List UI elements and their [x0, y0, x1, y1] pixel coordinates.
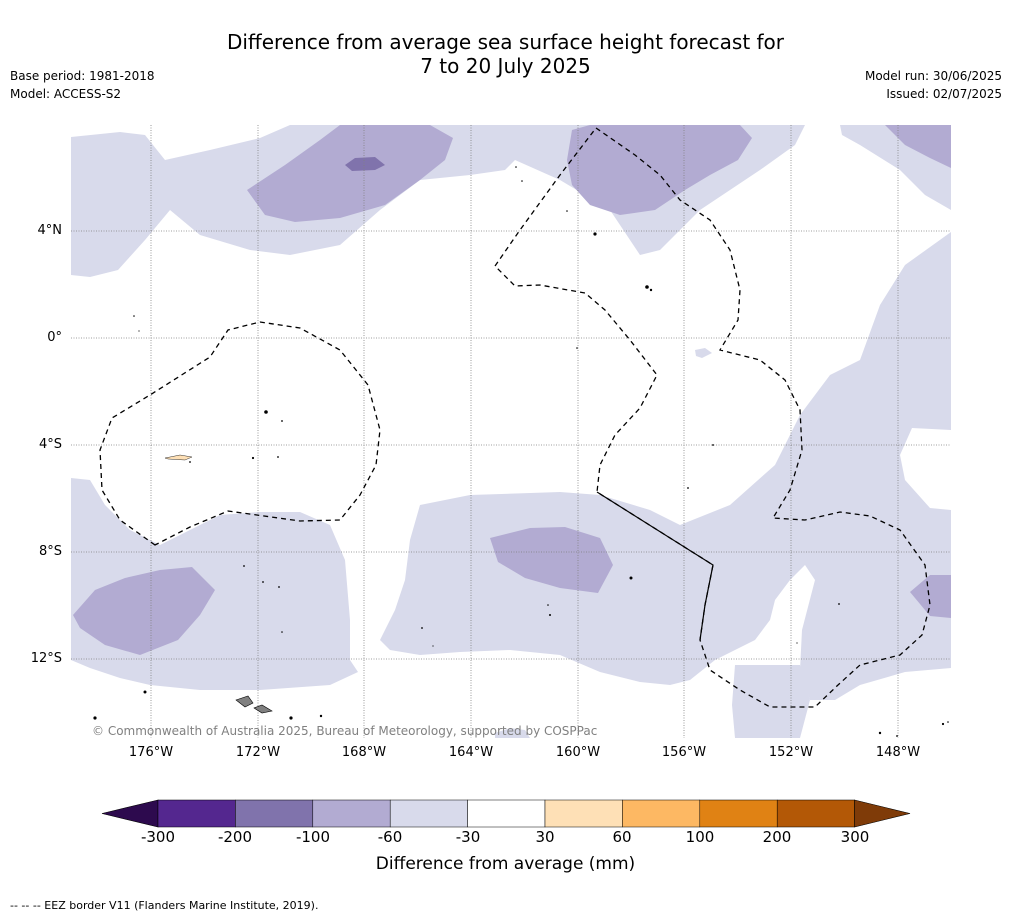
lon-label-164w: 164°W	[448, 745, 494, 760]
anomaly-core-north	[567, 125, 752, 215]
eez-border-west	[99, 321, 381, 546]
colorbar-tick: -60	[377, 828, 403, 846]
title-line-1: Difference from average sea surface heig…	[226, 30, 785, 54]
graticule	[71, 125, 951, 738]
copyright-notice: © Commonwealth of Australia 2025, Bureau…	[92, 724, 598, 738]
anomaly-speck	[695, 348, 712, 358]
colorbar-segment	[776, 799, 855, 828]
title-line-2: 7 to 20 July 2025	[420, 54, 591, 78]
anomaly-core-northwest	[247, 125, 453, 222]
colorbar-tick: 200	[762, 828, 792, 846]
lon-label-156w: 156°W	[661, 745, 707, 760]
model-run: Model run: 30/06/2025	[864, 69, 1002, 83]
base-period: Base period: 1981-2018	[10, 69, 155, 83]
lat-label-12s: 12°S	[30, 651, 62, 666]
colorbar-tick: 30	[535, 828, 555, 846]
island-gray-1	[235, 695, 254, 708]
meta-left: Base period: 1981-2018 Model: ACCESS-S2	[10, 67, 155, 103]
boundary-segment	[596, 491, 714, 641]
anomaly-core-east	[910, 575, 951, 618]
map-title: Difference from average sea surface heig…	[0, 30, 1011, 78]
colorbar-segment	[622, 799, 701, 828]
lon-label-148w: 148°W	[875, 745, 921, 760]
colorbar-segment	[312, 799, 391, 828]
eez-border-central	[494, 127, 931, 708]
colorbar-tick: -200	[217, 828, 253, 846]
colorbar-tick: -30	[455, 828, 481, 846]
meta-right: Model run: 30/06/2025 Issued: 02/07/2025	[865, 67, 1002, 103]
anomaly-speck-south	[495, 728, 530, 738]
lat-label-4n: 4°N	[37, 223, 63, 238]
colorbar-tick: 60	[612, 828, 632, 846]
colorbar-tick: 100	[685, 828, 715, 846]
island-gray-2	[253, 704, 273, 714]
colorbar-tick: -100	[295, 828, 331, 846]
lon-label-168w: 168°W	[341, 745, 387, 760]
anomaly-core-south-central	[490, 527, 613, 593]
lat-label-4s: 4°S	[38, 437, 62, 452]
lon-label-160w: 160°W	[555, 745, 601, 760]
lon-label-176w: 176°W	[128, 745, 174, 760]
colorbar	[101, 799, 911, 828]
anomaly-peak-northwest	[345, 157, 385, 171]
lat-label-0: 0°	[47, 330, 62, 345]
anomaly-core-southwest	[73, 567, 215, 655]
land-tan-island	[164, 454, 193, 461]
colorbar-segment	[157, 799, 236, 828]
islands	[93, 166, 949, 737]
colorbar-segment	[467, 799, 546, 828]
colorbar-extend-low	[101, 799, 159, 828]
colorbar-tick: -300	[140, 828, 176, 846]
colorbar-title: Difference from average (mm)	[375, 854, 636, 874]
model-name: Model: ACCESS-S2	[10, 87, 122, 101]
colorbar-extend-high	[854, 799, 911, 828]
eez-borders	[99, 127, 931, 708]
colorbar-segment	[235, 799, 314, 828]
map-fields	[71, 125, 951, 738]
issued-date: Issued: 02/07/2025	[886, 87, 1002, 101]
colorbar-segment	[699, 799, 778, 828]
anomaly-core-northeast	[885, 125, 951, 168]
footnote: -- -- -- EEZ border V11 (Flanders Marine…	[10, 899, 319, 912]
anomaly-region-south-central	[380, 232, 951, 700]
colorbar-tick: 300	[840, 828, 870, 846]
colorbar-segment	[389, 799, 468, 828]
lon-label-152w: 152°W	[768, 745, 814, 760]
colorbar-segment	[544, 799, 623, 828]
lon-label-172w: 172°W	[235, 745, 281, 760]
lat-label-8s: 8°S	[38, 544, 62, 559]
anomaly-region-southeast-strip	[732, 665, 810, 738]
